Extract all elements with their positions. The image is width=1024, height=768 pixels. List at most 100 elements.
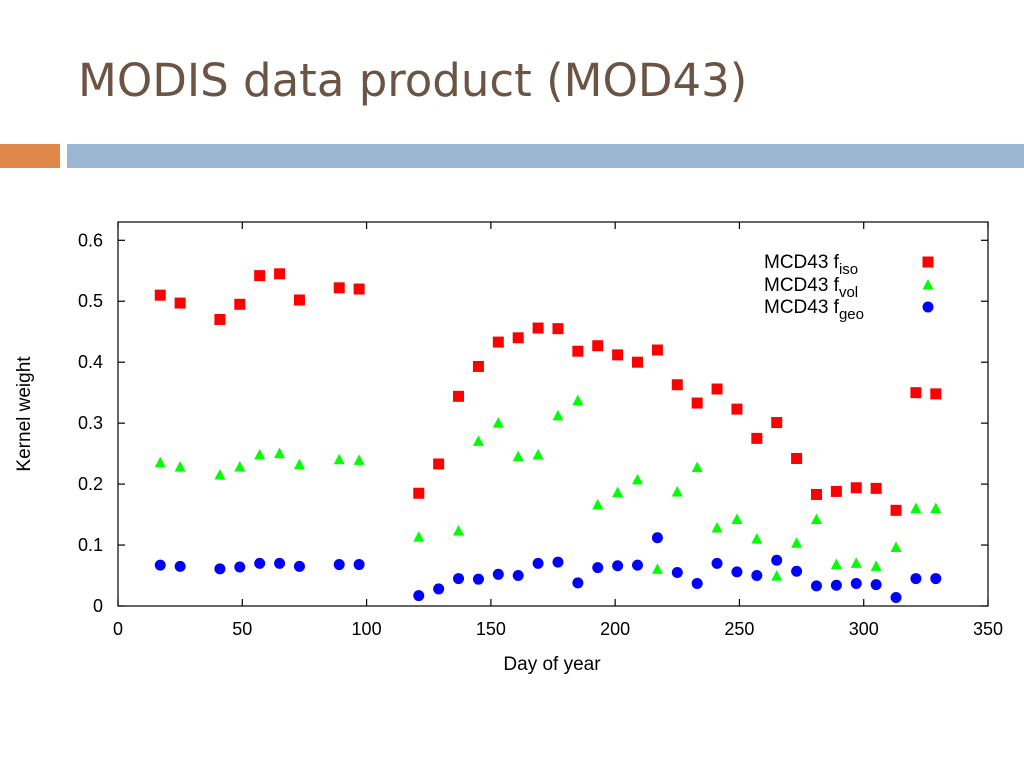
accent-bar-blue (67, 144, 1024, 168)
geo-point (850, 577, 862, 589)
iso-point (472, 360, 484, 372)
vol-point (711, 521, 723, 533)
iso-point (830, 485, 842, 497)
geo-point (691, 577, 703, 589)
vol-point (254, 448, 266, 460)
geo-point (532, 557, 544, 569)
geo-point (274, 557, 286, 569)
iso-point (512, 332, 524, 344)
legend-marker-iso (922, 256, 934, 268)
geo-point (791, 565, 803, 577)
iso-point (532, 322, 544, 334)
geo-point (453, 573, 465, 585)
geo-point (651, 532, 663, 544)
geo-point (472, 573, 484, 585)
geo-point (910, 573, 922, 585)
vol-point (214, 468, 226, 480)
vol-point (930, 502, 942, 513)
x-axis-label: Day of year (503, 654, 601, 675)
iso-point (333, 282, 345, 294)
vol-point (830, 558, 842, 570)
geo-point (214, 563, 226, 575)
vol-point (353, 454, 365, 465)
geo-point (552, 556, 564, 568)
iso-point (433, 458, 445, 470)
geo-point (234, 561, 246, 573)
vol-point (572, 394, 584, 406)
vol-point (810, 513, 822, 524)
geo-point (293, 560, 305, 572)
geo-point (930, 573, 942, 585)
x-tick-label: 250 (724, 619, 754, 639)
geo-point (413, 590, 425, 602)
x-tick-label: 300 (849, 619, 879, 639)
vol-point (791, 537, 803, 548)
geo-point (492, 568, 504, 580)
iso-point (174, 297, 186, 309)
x-tick-label: 200 (600, 619, 630, 639)
vol-point (771, 570, 783, 581)
vol-point (632, 473, 644, 485)
iso-point (234, 298, 246, 310)
y-tick-label: 0.6 (78, 230, 103, 250)
vol-point (671, 486, 683, 497)
geo-point (751, 570, 763, 582)
iso-point (651, 344, 663, 356)
y-tick-label: 0.5 (78, 291, 103, 311)
geo-point (154, 559, 166, 571)
y-tick-label: 0.3 (78, 413, 103, 433)
geo-point (572, 577, 584, 589)
iso-point (870, 482, 882, 494)
geo-point (731, 566, 743, 578)
legend-marker-vol (922, 279, 934, 290)
legend-label-vol: MCD43 fvol (764, 275, 858, 301)
vol-point (870, 560, 882, 571)
geo-point (870, 579, 882, 591)
iso-point (552, 323, 564, 335)
iso-point (154, 289, 166, 301)
iso-point (413, 487, 425, 499)
iso-point (850, 482, 862, 494)
vol-point (532, 448, 544, 460)
iso-point (890, 504, 902, 516)
iso-point (254, 270, 266, 282)
geo-point (433, 583, 445, 595)
y-tick-label: 0.4 (78, 352, 103, 372)
geo-point (890, 591, 902, 603)
vol-point (552, 409, 564, 421)
vol-point (453, 525, 465, 536)
vol-point (333, 453, 345, 465)
vol-point (850, 557, 862, 568)
iso-point (632, 356, 644, 368)
iso-point (731, 403, 743, 415)
geo-point (632, 559, 644, 571)
iso-point (293, 294, 305, 306)
iso-point (810, 488, 822, 500)
accent-bar-orange (0, 144, 60, 168)
vol-point (691, 461, 703, 473)
iso-point (771, 417, 783, 429)
geo-point (771, 554, 783, 566)
vol-point (293, 458, 305, 470)
vol-point (910, 502, 922, 513)
geo-point (353, 559, 365, 571)
plot-frame (117, 221, 989, 607)
x-tick-label: 150 (476, 619, 506, 639)
vol-point (512, 450, 524, 462)
x-tick-label: 50 (232, 619, 252, 639)
iso-point (671, 379, 683, 391)
geo-point (671, 566, 683, 578)
iso-point (751, 432, 763, 444)
iso-point (492, 336, 504, 348)
geo-point (592, 562, 604, 574)
vol-point (174, 461, 186, 472)
vol-point (592, 498, 604, 510)
vol-point (751, 532, 763, 544)
y-axis-label: Kernel weight (14, 356, 35, 472)
legend-label-iso: MCD43 fiso (764, 252, 858, 278)
vol-point (472, 435, 484, 446)
vol-point (492, 417, 504, 428)
iso-point (711, 383, 723, 395)
